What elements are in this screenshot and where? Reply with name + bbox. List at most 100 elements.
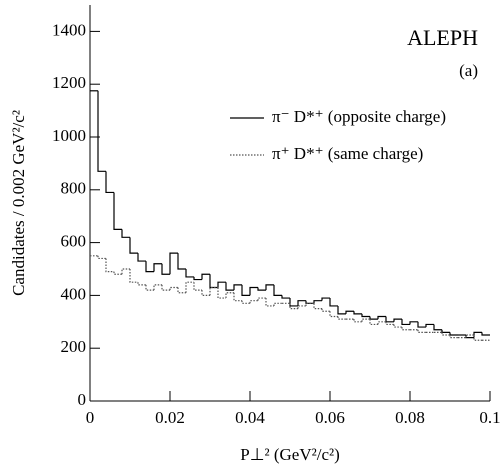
histogram-bin — [313, 303, 322, 310]
histogram-bin — [449, 332, 458, 336]
histogram-bin — [161, 263, 170, 275]
x-tick-label: 0.06 — [315, 408, 345, 427]
histogram-bin — [161, 284, 170, 291]
histogram-bin — [273, 302, 282, 306]
histogram-bin — [353, 311, 362, 315]
histogram-bin — [233, 292, 242, 302]
histogram-bin — [393, 318, 402, 322]
histogram-bin — [121, 229, 130, 238]
histogram-bin — [385, 321, 394, 326]
y-tick-label: 800 — [61, 179, 87, 198]
histogram-bin — [193, 276, 202, 281]
y-tick-label: 1400 — [52, 20, 86, 39]
histogram-bin — [97, 255, 106, 260]
histogram-bin — [385, 316, 394, 323]
histogram-bin — [225, 292, 234, 299]
histogram-bin — [377, 315, 386, 320]
y-tick-label: 200 — [61, 337, 87, 356]
histogram-bin — [321, 308, 330, 312]
x-tick-label: 0 — [86, 408, 95, 427]
histogram-bin — [281, 295, 290, 299]
histogram-bin — [313, 300, 322, 304]
histogram-bin — [185, 269, 194, 278]
histogram-bin — [209, 274, 218, 289]
histogram-bin — [249, 286, 258, 296]
histogram-bin — [225, 282, 234, 291]
legend-label: π⁺ D*⁺ (same charge) — [272, 144, 423, 163]
legend-label: π⁻ D*⁺ (opposite charge) — [272, 107, 446, 126]
histogram-bin — [401, 319, 410, 326]
histogram-bin — [417, 321, 426, 328]
histogram-bin — [233, 284, 242, 291]
histogram-bin — [473, 335, 482, 341]
annotation: ALEPH — [407, 25, 478, 50]
histogram-bin — [441, 332, 450, 336]
histogram-bin — [153, 284, 162, 291]
histogram-bin — [329, 298, 338, 307]
histogram-bin — [201, 290, 210, 296]
histogram-bin — [169, 286, 178, 291]
histogram-bin — [297, 305, 306, 309]
histogram-bin — [273, 284, 282, 296]
y-tick-label: 400 — [61, 284, 87, 303]
y-axis-label: Candidates / 0.002 GeV²/c² — [9, 110, 28, 296]
histogram-bin — [377, 321, 386, 325]
histogram-bin — [113, 271, 122, 275]
histogram-bin — [361, 313, 370, 318]
histogram-bin — [185, 281, 194, 293]
x-tick-label: 0.02 — [155, 408, 185, 427]
histogram-bin — [241, 300, 250, 304]
histogram-bin — [137, 282, 146, 286]
histogram-bin — [449, 335, 458, 339]
histogram-bin — [257, 297, 266, 301]
histogram-bin — [177, 287, 186, 294]
histogram-bin — [353, 319, 362, 323]
histogram-bin — [433, 324, 442, 331]
histogram-bin — [473, 331, 482, 338]
histogram-bin — [217, 287, 226, 299]
x-axis-label: P⊥² (GeV²/c²) — [240, 445, 340, 464]
histogram-bin — [241, 284, 250, 296]
x-tick-label: 0.1 — [479, 408, 500, 427]
histogram-bin — [105, 258, 114, 273]
y-tick-label: 1200 — [52, 73, 86, 92]
histogram-bin — [105, 171, 114, 194]
histogram-bin — [249, 300, 258, 304]
histogram-bin — [209, 286, 218, 296]
histogram-bin — [401, 327, 410, 331]
y-tick-label: 1000 — [52, 126, 86, 145]
x-tick-label: 0.08 — [395, 408, 425, 427]
histogram-bin — [265, 298, 274, 307]
annotation: (a) — [459, 61, 478, 80]
histogram-bin — [337, 316, 346, 320]
histogram-bin — [217, 281, 226, 288]
histogram-bin — [177, 253, 186, 270]
histogram-bin — [345, 310, 354, 314]
histogram-bin — [169, 252, 178, 275]
histogram-bin — [361, 318, 370, 322]
histogram-bin — [465, 334, 474, 338]
histogram-bin — [289, 298, 298, 307]
histogram-bin — [369, 316, 378, 320]
histogram-bin — [441, 329, 450, 333]
histogram-bin — [145, 261, 154, 273]
x-tick-label: 0.04 — [235, 408, 265, 427]
histogram-bin — [129, 269, 138, 283]
histogram-bin — [305, 300, 314, 304]
histogram-bin — [145, 284, 154, 291]
histogram-bin — [321, 297, 330, 301]
histogram-bin — [265, 284, 274, 291]
histogram-bin — [137, 253, 146, 262]
histogram-bin — [97, 90, 106, 172]
histogram-bin — [393, 324, 402, 328]
histogram-bin — [193, 282, 202, 291]
histogram-bin — [129, 237, 138, 254]
histogram-bin — [337, 305, 346, 315]
y-tick-label: 0 — [78, 390, 87, 409]
histogram-bin — [113, 192, 122, 230]
histogram-bin — [481, 332, 490, 336]
y-tick-label: 600 — [61, 232, 87, 251]
histogram-bin — [201, 273, 210, 280]
histogram-bin — [257, 287, 266, 291]
histogram-bin — [297, 300, 306, 306]
